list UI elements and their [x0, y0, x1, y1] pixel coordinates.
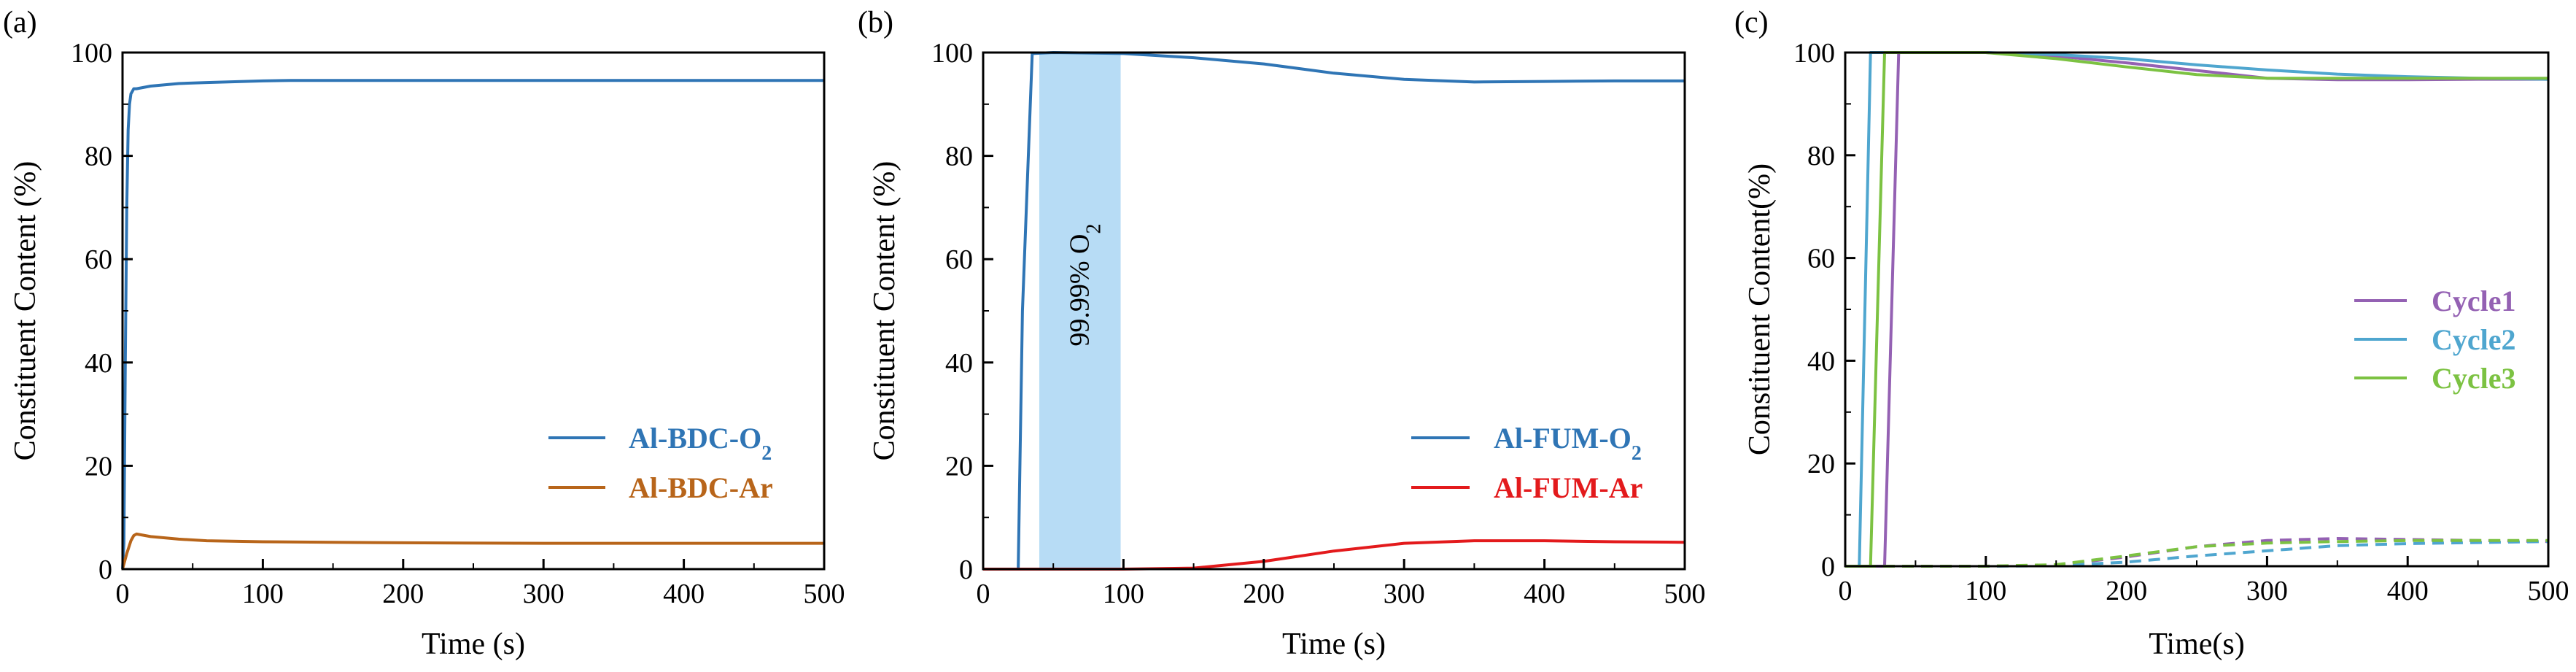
y-tick-label: 20: [945, 451, 973, 482]
x-tick-label: 400: [2387, 576, 2429, 606]
x-tick-label: 500: [1664, 579, 1706, 609]
legend-label-1: Al-BDC-O2: [629, 422, 772, 465]
shaded-region-annotation: 99.99% O2: [1065, 224, 1106, 347]
x-tick-label: 0: [116, 579, 130, 609]
y-tick-label: 100: [71, 38, 112, 69]
panel-label: (a): [3, 6, 37, 39]
x-tick-label: 200: [2106, 576, 2147, 606]
x-axis-title: Time (s): [422, 627, 525, 661]
y-tick-label: 60: [945, 244, 973, 275]
y-axis-title: Constituent Content (%): [9, 161, 42, 461]
x-tick-label: 0: [977, 579, 990, 609]
legend-label-1: Al-FUM-O2: [1494, 422, 1642, 465]
series-line-1: [983, 51, 1685, 571]
x-tick-label: 300: [2246, 576, 2288, 606]
chart-panel-1: 0 100 200 300 400 500 0 20 40 60 80 100 Time (s) Cons…: [3, 6, 845, 661]
y-tick-label: 0: [1821, 552, 1835, 582]
legend-label-2: Cycle2: [2432, 323, 2516, 356]
x-tick-label: 0: [1839, 576, 1853, 606]
y-tick-label: 0: [98, 555, 112, 585]
x-tick-label: 100: [242, 579, 284, 609]
legend-label-3: Cycle3: [2432, 362, 2516, 395]
shaded-region: [1039, 53, 1121, 569]
x-tick-label: 400: [1524, 579, 1565, 609]
panel-label: (c): [1734, 6, 1769, 39]
y-tick-label: 40: [85, 348, 112, 379]
x-tick-label: 300: [1384, 579, 1425, 609]
x-tick-label: 500: [2528, 576, 2569, 606]
x-tick-label: 500: [804, 579, 845, 609]
x-tick-label: 100: [1965, 576, 2006, 606]
x-tick-label: 200: [1243, 579, 1284, 609]
y-axis-title: Constituent Content(%): [1743, 163, 1777, 455]
legend-label-2: Al-BDC-Ar: [629, 471, 773, 504]
x-tick-label: 300: [523, 579, 565, 609]
y-tick-label: 80: [945, 142, 973, 172]
panel-label: (b): [858, 6, 893, 39]
legend-label-2: Al-FUM-Ar: [1494, 471, 1642, 504]
y-tick-label: 20: [1807, 449, 1835, 479]
x-tick-label: 400: [663, 579, 705, 609]
y-axis-title: Constituent Content (%): [868, 161, 901, 461]
y-tick-label: 40: [945, 348, 973, 379]
y-tick-label: 60: [1807, 244, 1835, 274]
series-line-1: [121, 79, 824, 570]
y-tick-label: 100: [931, 38, 973, 69]
x-axis-title: Time (s): [1282, 627, 1386, 661]
chart-panel-2: 99.99% O2 0 100 200 300 400 500 0 20 40 60 80 100 Tim…: [858, 6, 1706, 661]
x-tick-label: 200: [382, 579, 424, 609]
y-tick-label: 60: [85, 244, 112, 275]
legend-label-1: Cycle1: [2432, 285, 2516, 317]
x-tick-label: 100: [1103, 579, 1144, 609]
series-line-2: [121, 532, 824, 570]
y-tick-label: 100: [1793, 38, 1835, 69]
y-tick-label: 40: [1807, 346, 1835, 376]
y-tick-label: 0: [959, 555, 973, 585]
y-tick-label: 80: [85, 142, 112, 172]
x-axis-title: Time(s): [2149, 627, 2244, 661]
chart-panel-3: 0 100 200 300 400 500 0 20 40 60 80 100 Time(s) Const…: [1734, 6, 2569, 661]
y-tick-label: 80: [1807, 141, 1835, 171]
y-tick-label: 20: [85, 451, 112, 482]
